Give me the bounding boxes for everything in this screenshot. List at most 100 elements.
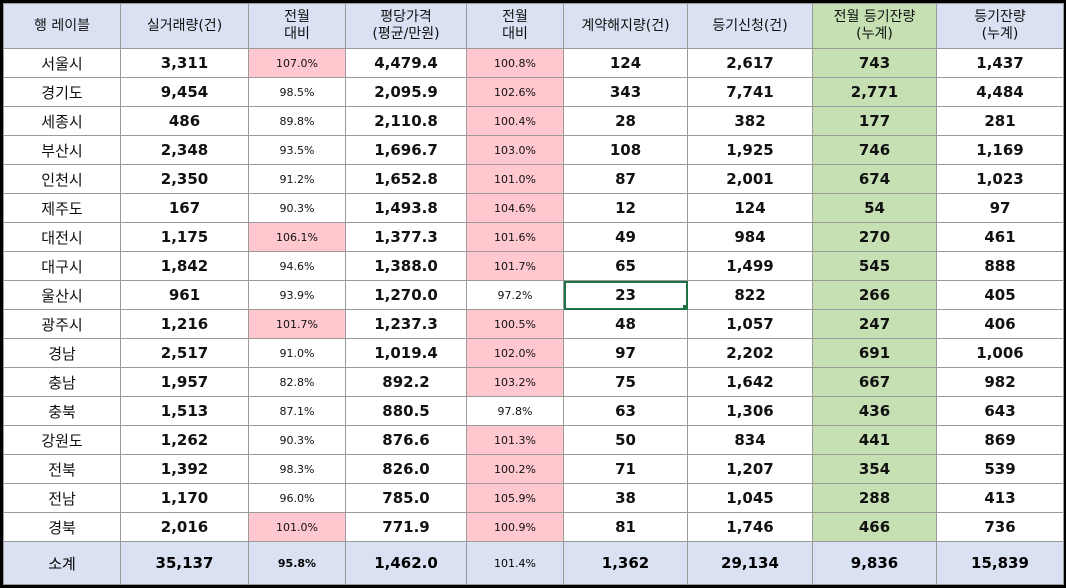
table-cell[interactable]: 343	[563, 77, 688, 107]
table-cell[interactable]: 2,110.8	[345, 106, 467, 136]
table-cell[interactable]: 2,348	[120, 135, 249, 165]
table-cell[interactable]: 38	[563, 483, 688, 513]
table-cell[interactable]: 1,746	[687, 512, 813, 542]
table-cell[interactable]: 961	[120, 280, 249, 310]
row-label[interactable]: 부산시	[3, 135, 121, 165]
table-cell[interactable]: 1,499	[687, 251, 813, 281]
table-cell[interactable]: 892.2	[345, 367, 467, 397]
table-cell[interactable]: 2,095.9	[345, 77, 467, 107]
table-cell[interactable]: 1,642	[687, 367, 813, 397]
table-cell[interactable]: 54	[812, 193, 937, 223]
table-cell[interactable]: 270	[812, 222, 937, 252]
table-cell[interactable]: 691	[812, 338, 937, 368]
table-cell[interactable]: 643	[936, 396, 1064, 426]
table-cell[interactable]: 65	[563, 251, 688, 281]
table-cell[interactable]: 90.3%	[248, 425, 346, 455]
table-cell[interactable]: 545	[812, 251, 937, 281]
table-cell[interactable]: 2,350	[120, 164, 249, 194]
row-label[interactable]: 서울시	[3, 48, 121, 78]
table-cell[interactable]: 413	[936, 483, 1064, 513]
table-cell[interactable]: 1,237.3	[345, 309, 467, 339]
table-cell[interactable]: 1,392	[120, 454, 249, 484]
table-cell[interactable]: 771.9	[345, 512, 467, 542]
selected-cell[interactable]: 23	[563, 280, 688, 310]
table-cell[interactable]: 50	[563, 425, 688, 455]
table-cell[interactable]: 7,741	[687, 77, 813, 107]
row-label[interactable]: 세종시	[3, 106, 121, 136]
table-cell[interactable]: 108	[563, 135, 688, 165]
table-cell[interactable]: 102.6%	[466, 77, 564, 107]
table-cell[interactable]: 3,311	[120, 48, 249, 78]
table-cell[interactable]: 100.2%	[466, 454, 564, 484]
row-label[interactable]: 대구시	[3, 251, 121, 281]
row-label[interactable]: 광주시	[3, 309, 121, 339]
table-cell[interactable]: 281	[936, 106, 1064, 136]
table-cell[interactable]: 124	[687, 193, 813, 223]
table-cell[interactable]: 869	[936, 425, 1064, 455]
table-cell[interactable]: 406	[936, 309, 1064, 339]
table-cell[interactable]: 103.0%	[466, 135, 564, 165]
table-cell[interactable]: 93.5%	[248, 135, 346, 165]
table-cell[interactable]: 1,652.8	[345, 164, 467, 194]
table-cell[interactable]: 177	[812, 106, 937, 136]
table-cell[interactable]: 1,019.4	[345, 338, 467, 368]
table-cell[interactable]: 97.8%	[466, 396, 564, 426]
table-cell[interactable]: 102.0%	[466, 338, 564, 368]
table-cell[interactable]: 888	[936, 251, 1064, 281]
table-cell[interactable]: 743	[812, 48, 937, 78]
header-price-per-pyeong[interactable]: 평당가격 (평균/만원)	[345, 3, 467, 49]
table-cell[interactable]: 87.1%	[248, 396, 346, 426]
total-label[interactable]: 소계	[3, 541, 121, 585]
table-cell[interactable]: 28	[563, 106, 688, 136]
table-cell[interactable]: 101.3%	[466, 425, 564, 455]
table-cell[interactable]: 288	[812, 483, 937, 513]
table-cell[interactable]: 1,842	[120, 251, 249, 281]
table-cell[interactable]: 2,517	[120, 338, 249, 368]
table-cell[interactable]: 12	[563, 193, 688, 223]
table-cell[interactable]: 826.0	[345, 454, 467, 484]
table-cell[interactable]: 87	[563, 164, 688, 194]
table-cell[interactable]: 98.5%	[248, 77, 346, 107]
table-cell[interactable]: 1,306	[687, 396, 813, 426]
table-cell[interactable]: 1,388.0	[345, 251, 467, 281]
total-cell[interactable]: 101.4%	[466, 541, 564, 585]
header-registration-requests[interactable]: 등기신청(건)	[687, 3, 813, 49]
table-cell[interactable]: 674	[812, 164, 937, 194]
table-cell[interactable]: 667	[812, 367, 937, 397]
header-registration-balance[interactable]: 등기잔량 (누계)	[936, 3, 1064, 49]
table-cell[interactable]: 736	[936, 512, 1064, 542]
row-label[interactable]: 울산시	[3, 280, 121, 310]
table-cell[interactable]: 746	[812, 135, 937, 165]
table-cell[interactable]: 49	[563, 222, 688, 252]
table-cell[interactable]: 785.0	[345, 483, 467, 513]
table-cell[interactable]: 247	[812, 309, 937, 339]
table-cell[interactable]: 834	[687, 425, 813, 455]
table-cell[interactable]: 93.9%	[248, 280, 346, 310]
table-cell[interactable]: 982	[936, 367, 1064, 397]
header-contract-cancellations[interactable]: 계약해지량(건)	[563, 3, 688, 49]
table-cell[interactable]: 1,006	[936, 338, 1064, 368]
table-cell[interactable]: 436	[812, 396, 937, 426]
table-cell[interactable]: 107.0%	[248, 48, 346, 78]
row-label[interactable]: 강원도	[3, 425, 121, 455]
table-cell[interactable]: 1,216	[120, 309, 249, 339]
table-cell[interactable]: 98.3%	[248, 454, 346, 484]
table-cell[interactable]: 539	[936, 454, 1064, 484]
table-cell[interactable]: 100.9%	[466, 512, 564, 542]
table-cell[interactable]: 2,617	[687, 48, 813, 78]
table-cell[interactable]: 4,484	[936, 77, 1064, 107]
table-cell[interactable]: 167	[120, 193, 249, 223]
table-cell[interactable]: 96.0%	[248, 483, 346, 513]
table-cell[interactable]: 1,170	[120, 483, 249, 513]
table-cell[interactable]: 81	[563, 512, 688, 542]
table-cell[interactable]: 75	[563, 367, 688, 397]
table-cell[interactable]: 97	[563, 338, 688, 368]
total-cell[interactable]: 1,462.0	[345, 541, 467, 585]
table-cell[interactable]: 1,175	[120, 222, 249, 252]
table-cell[interactable]: 91.2%	[248, 164, 346, 194]
table-cell[interactable]: 1,696.7	[345, 135, 467, 165]
table-cell[interactable]: 101.0%	[466, 164, 564, 194]
table-cell[interactable]: 89.8%	[248, 106, 346, 136]
table-cell[interactable]: 405	[936, 280, 1064, 310]
table-cell[interactable]: 1,057	[687, 309, 813, 339]
